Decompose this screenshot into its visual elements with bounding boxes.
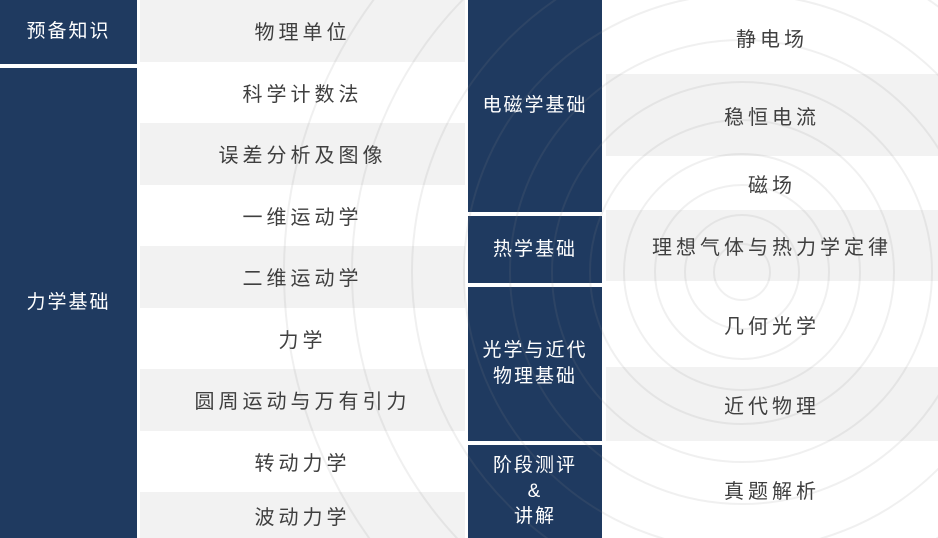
topic-rotational-dynamics: 转动力学 xyxy=(140,430,465,492)
category-thermodynamics-foundation: 热学基础 xyxy=(468,216,602,283)
category-preparatory-knowledge: 预备知识 xyxy=(0,0,137,64)
topic-1d-kinematics: 一维运动学 xyxy=(140,184,465,246)
topic-real-exam-analysis: 真题解析 xyxy=(606,441,938,538)
topic-circular-motion-gravitation: 圆周运动与万有引力 xyxy=(140,369,465,431)
topic-2d-kinematics: 二维运动学 xyxy=(140,246,465,308)
category-mechanics-foundation: 力学基础 xyxy=(0,68,137,538)
topic-physical-units: 物理单位 xyxy=(140,0,465,62)
topic-mechanics: 力学 xyxy=(140,307,465,369)
right-category-column: 电磁学基础 热学基础 光学与近代 物理基础 阶段测评 & 讲解 xyxy=(468,0,602,538)
category-stage-assessment-explanation: 阶段测评 & 讲解 xyxy=(468,445,602,538)
left-category-column: 预备知识 力学基础 xyxy=(0,0,137,538)
topic-scientific-notation: 科学计数法 xyxy=(140,61,465,123)
topic-electrostatic-field: 静电场 xyxy=(606,0,938,74)
topic-ideal-gas-thermodynamics-laws: 理想气体与热力学定律 xyxy=(606,210,938,281)
topic-magnetic-field: 磁场 xyxy=(606,156,938,210)
category-electromagnetism-foundation: 电磁学基础 xyxy=(468,0,602,212)
topic-geometric-optics: 几何光学 xyxy=(606,281,938,367)
topic-error-analysis-graphs: 误差分析及图像 xyxy=(140,123,465,185)
left-topics-column: 物理单位 科学计数法 误差分析及图像 一维运动学 二维运动学 力学 圆周运动与万… xyxy=(140,0,465,538)
right-topics-column: 静电场 稳恒电流 磁场 理想气体与热力学定律 几何光学 近代物理 真题解析 xyxy=(606,0,938,538)
topic-modern-physics: 近代物理 xyxy=(606,367,938,441)
category-optics-modern-physics-foundation: 光学与近代 物理基础 xyxy=(468,287,602,441)
topic-wave-mechanics: 波动力学 xyxy=(140,492,465,538)
topic-steady-current: 稳恒电流 xyxy=(606,74,938,156)
